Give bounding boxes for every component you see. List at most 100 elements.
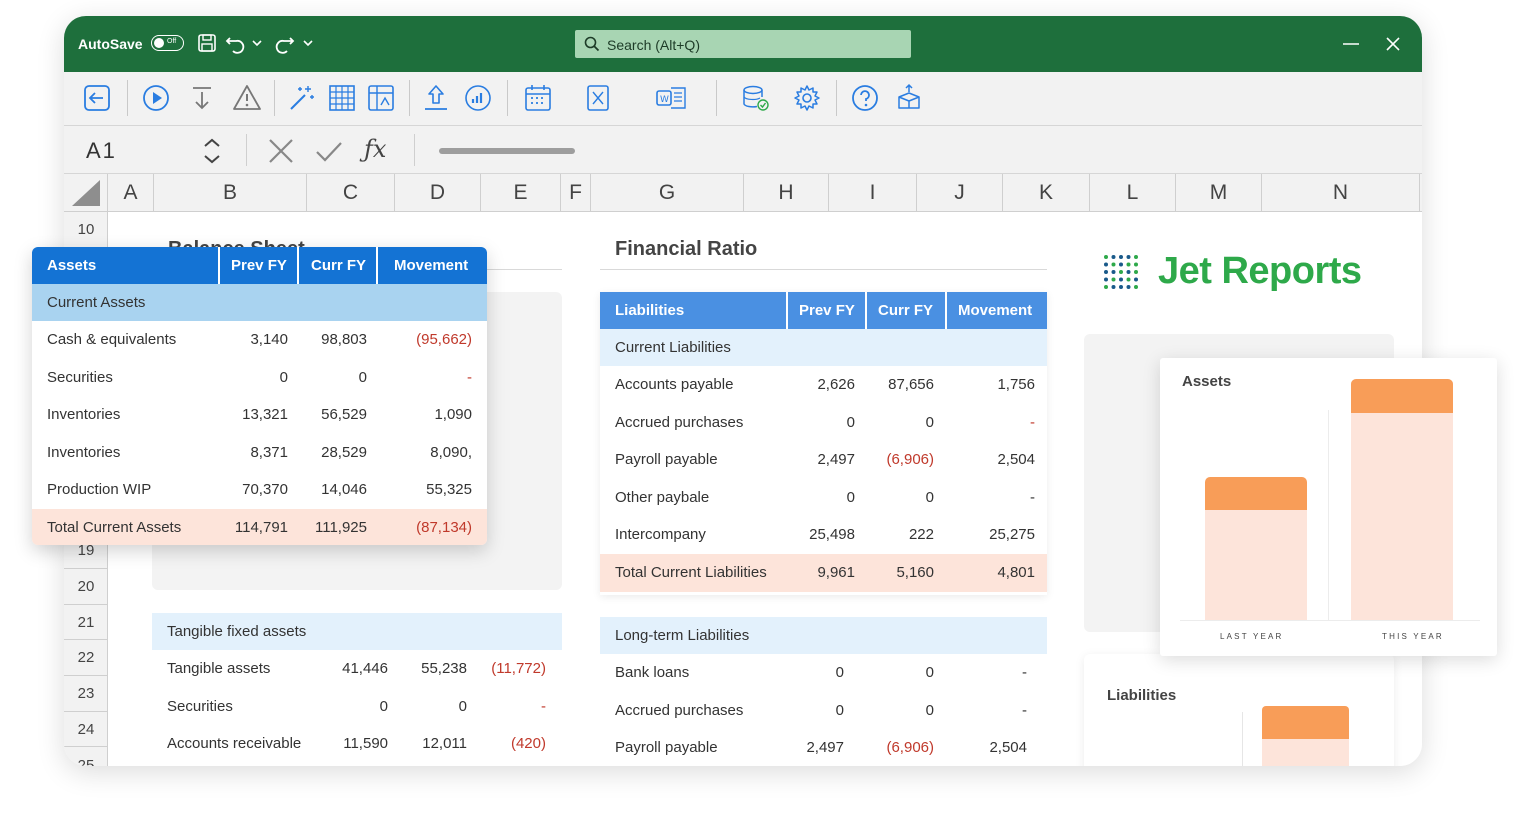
table-row: Payroll payable 2,497 (6,906) 2,504: [600, 441, 1047, 479]
table-row: Production WIP 70,370 14,046 55,325: [32, 471, 487, 509]
download-icon[interactable]: [187, 83, 217, 113]
column-header-j[interactable]: J: [917, 174, 1003, 212]
cell-curr-fy: 5,160: [896, 564, 934, 581]
group-label: Current Assets: [47, 294, 146, 311]
redo-dropdown-icon[interactable]: [301, 32, 315, 54]
cell-movement: 55,325: [426, 481, 472, 499]
cell-movement: 4,801: [997, 564, 1035, 581]
cell-movement: 1,756: [997, 376, 1035, 393]
bar-top-segment: [1262, 706, 1349, 739]
cell-curr-fy: 14,046: [321, 481, 367, 499]
cell-prev-fy: 25,498: [809, 526, 855, 544]
row-label: Securities: [47, 368, 113, 386]
ribbon-separator: [127, 80, 128, 116]
row-label: Total Current Assets: [47, 519, 182, 536]
bar-top-segment: [1205, 476, 1307, 510]
row-header[interactable]: 10: [64, 212, 108, 248]
insert-function-icon[interactable]: ƒx: [364, 135, 387, 163]
column-header-e[interactable]: E: [481, 174, 561, 212]
formula-input[interactable]: [439, 148, 575, 154]
header-liabilities: Liabilities: [615, 302, 685, 319]
row-header[interactable]: 19: [64, 533, 108, 569]
search-box[interactable]: Search (Alt+Q): [575, 30, 911, 58]
save-icon[interactable]: [196, 32, 218, 54]
cell-prev-fy: 2,626: [817, 376, 855, 393]
database-check-icon[interactable]: [740, 83, 770, 113]
column-header-d[interactable]: D: [395, 174, 481, 212]
row-header[interactable]: 21: [64, 605, 108, 641]
column-header-b[interactable]: B: [154, 174, 307, 212]
warning-icon[interactable]: [232, 83, 262, 113]
header-separator: [865, 292, 867, 329]
row-header[interactable]: 22: [64, 640, 108, 677]
cell-curr-fy: 12,011: [422, 735, 467, 753]
column-header-n[interactable]: N: [1262, 174, 1420, 212]
row-label: Inventories: [47, 443, 121, 461]
column-header-m[interactable]: M: [1176, 174, 1262, 212]
header-prev-fy: Prev FY: [231, 257, 287, 274]
name-box[interactable]: A1: [86, 138, 117, 163]
row-header[interactable]: 23: [64, 676, 108, 712]
header-curr-fy: Curr FY: [311, 257, 367, 274]
liabilities-chart-title: Liabilities: [1107, 687, 1177, 704]
undo-dropdown-icon[interactable]: [250, 32, 264, 54]
cell-curr-fy: (6,906): [886, 451, 934, 469]
redo-icon[interactable]: [274, 32, 296, 54]
select-all-corner[interactable]: [64, 174, 108, 212]
gear-icon[interactable]: [792, 83, 822, 113]
column-header-k[interactable]: K: [1003, 174, 1090, 212]
column-header-f[interactable]: F: [561, 174, 591, 212]
row-header[interactable]: 24: [64, 712, 108, 748]
word-icon[interactable]: W: [655, 83, 689, 113]
table-row: Accrued purchases 0 0 -: [600, 404, 1047, 442]
row-label: Bank loans: [615, 664, 690, 681]
row-label: Production WIP: [47, 481, 152, 499]
tangible-assets-table: Tangible fixed assets Tangible assets 41,…: [152, 613, 562, 766]
table-row: Inventories 13,321 56,529 1,090: [32, 396, 487, 434]
ribbon-separator: [274, 80, 275, 116]
column-header-a[interactable]: A: [108, 174, 154, 212]
cancel-icon[interactable]: [266, 136, 296, 166]
confirm-icon[interactable]: [314, 136, 344, 166]
row-header[interactable]: 20: [64, 569, 108, 605]
row-header[interactable]: 25: [64, 748, 108, 767]
box-icon[interactable]: [894, 83, 924, 113]
cell-curr-fy: 98,803: [321, 331, 367, 348]
ribbon-separator: [507, 80, 508, 116]
upload-icon[interactable]: [421, 83, 451, 113]
grid-icon[interactable]: [327, 83, 357, 113]
name-box-spinner-icon[interactable]: [200, 136, 224, 166]
title-bar: AutoSave Off Search (Alt+Q): [64, 16, 1422, 72]
header-curr-fy: Curr FY: [878, 302, 934, 319]
column-header-g[interactable]: G: [591, 174, 744, 212]
title-underline: [600, 269, 1047, 270]
header-movement: Movement: [958, 302, 1033, 319]
group-row: Long-term Liabilities: [600, 617, 1047, 654]
column-header-c[interactable]: C: [307, 174, 395, 212]
play-icon[interactable]: [141, 83, 171, 113]
calendar-icon[interactable]: [523, 83, 553, 113]
assets-bar-last-year: [1205, 476, 1307, 620]
cell-prev-fy: 0: [846, 413, 855, 431]
header-separator: [218, 247, 220, 284]
undo-icon[interactable]: [224, 32, 246, 54]
table-icon[interactable]: [366, 83, 396, 113]
row-label: Securities: [167, 697, 233, 715]
minimize-icon[interactable]: [1341, 34, 1361, 54]
magic-wand-icon[interactable]: [287, 83, 317, 113]
help-icon[interactable]: [850, 83, 880, 113]
cell-prev-fy: 9,961: [817, 564, 855, 581]
group-label: Long-term Liabilities: [615, 627, 750, 644]
autosave-toggle[interactable]: Off: [151, 35, 184, 51]
column-header-l[interactable]: L: [1090, 174, 1176, 212]
chart-icon[interactable]: [463, 83, 493, 113]
back-icon[interactable]: [82, 83, 112, 113]
group-label: Tangible fixed assets: [167, 623, 307, 640]
report-icon[interactable]: [583, 83, 613, 113]
cell-prev-fy: 0: [846, 488, 855, 506]
bar-base-segment: [1262, 739, 1349, 766]
column-header-h[interactable]: H: [744, 174, 829, 212]
close-icon[interactable]: [1383, 34, 1403, 54]
column-header-i[interactable]: I: [829, 174, 917, 212]
